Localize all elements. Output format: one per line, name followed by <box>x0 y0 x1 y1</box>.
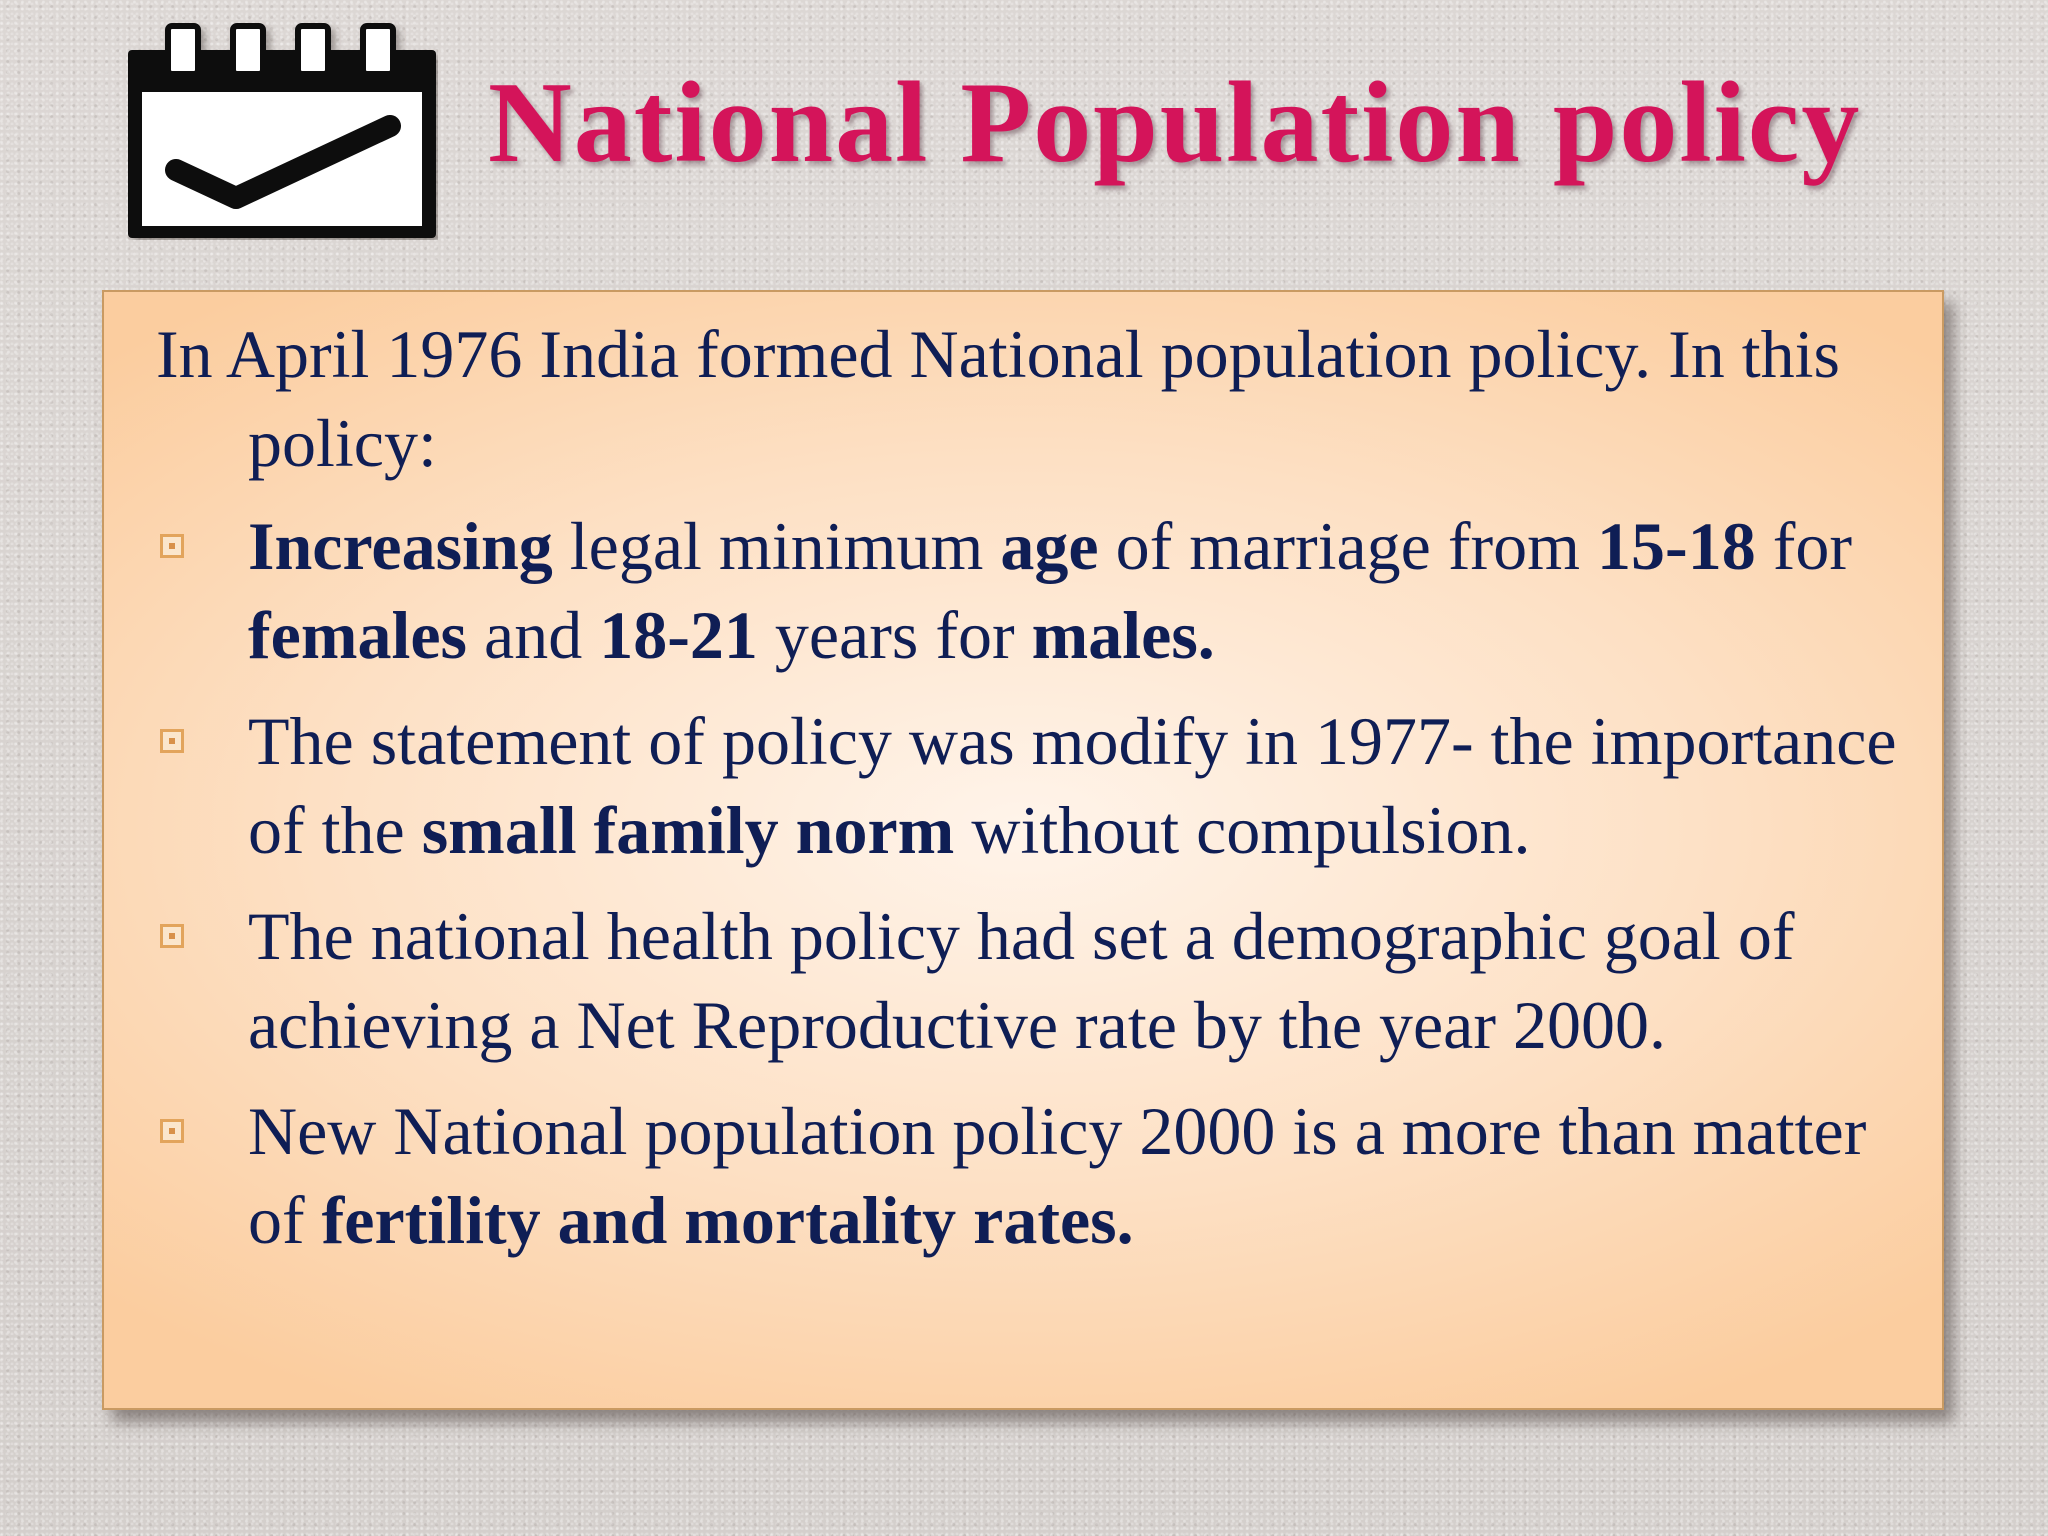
intro-line-2: this policy: <box>248 316 1840 481</box>
bullet-1-text: females <box>248 597 468 673</box>
bullet-square-icon <box>160 1119 184 1143</box>
bullet-item-1: Increasing legal minimum age of marriage… <box>156 502 1916 680</box>
bullet-1-text: 18-21 <box>599 597 758 673</box>
bullet-3-text: The national health policy had set a dem… <box>248 898 1795 1063</box>
bullet-1-text: of marriage from <box>1098 508 1598 584</box>
calendar-check-icon <box>128 23 436 238</box>
bullet-2-text: small family norm <box>421 792 955 868</box>
intro-paragraph: In April 1976 India formed National popu… <box>156 310 1916 488</box>
bullet-square-icon <box>160 534 184 558</box>
bullet-1-text: for <box>1755 508 1852 584</box>
bullet-item-2: The statement of policy was modify in 19… <box>156 697 1916 875</box>
intro-line-1: In April 1976 India formed National popu… <box>156 316 1725 392</box>
bullet-2-text: without compulsion. <box>954 792 1531 868</box>
bullet-1-text: legal minimum <box>552 508 1001 584</box>
bullet-4-text: fertility and mortality rates. <box>321 1182 1134 1258</box>
bullet-item-4: New National population policy 2000 is a… <box>156 1087 1916 1265</box>
bullet-1-text: years for <box>757 597 1032 673</box>
bullet-2-text: The statement of policy was modify in 19… <box>248 703 1897 868</box>
bullet-4-text: New National population policy 2000 is a… <box>248 1093 1867 1258</box>
content-box: In April 1976 India formed National popu… <box>102 290 1944 1410</box>
bullet-square-icon <box>160 924 184 948</box>
bullet-1-text: age <box>1000 508 1099 584</box>
content-text: In April 1976 India formed National popu… <box>156 310 1916 1282</box>
bullet-1-text: 15-18 <box>1597 508 1756 584</box>
bullet-1-text: males. <box>1031 597 1215 673</box>
bullet-1-text: Increasing <box>248 508 553 584</box>
slide-title: National Population policy <box>488 59 1862 187</box>
bullet-1-text: and <box>467 597 600 673</box>
bullet-square-icon <box>160 729 184 753</box>
bullet-item-3: The national health policy had set a dem… <box>156 892 1916 1070</box>
